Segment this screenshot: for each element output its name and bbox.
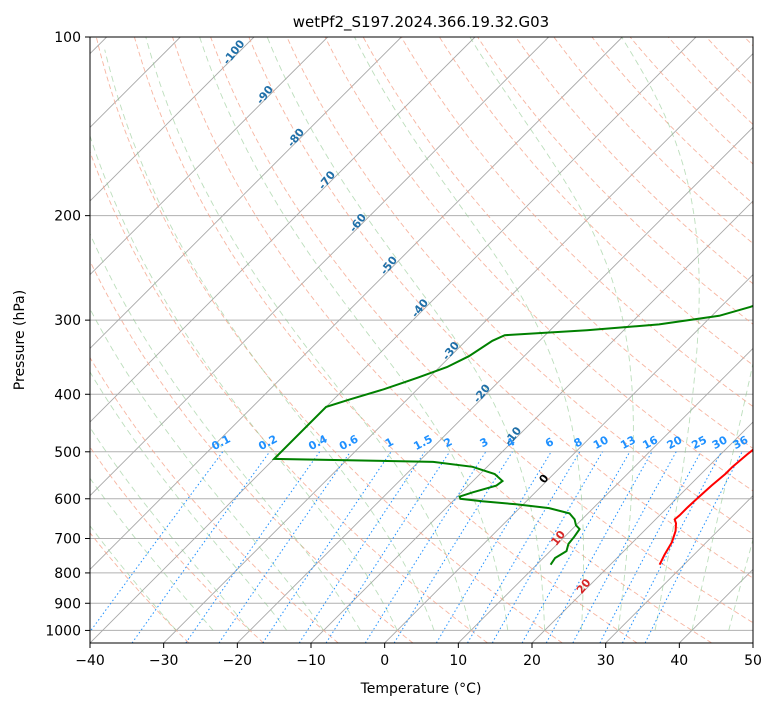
y-tick-label: 700 xyxy=(54,532,81,548)
y-tick-label: 600 xyxy=(54,492,81,508)
dry-adiabat-line xyxy=(248,37,753,579)
plot-area xyxy=(90,37,753,643)
dry-adiabat-line xyxy=(133,37,638,643)
moist-adiabat-line xyxy=(90,477,214,631)
isotherm-line xyxy=(163,53,753,643)
moist-adiabat-line xyxy=(90,308,324,631)
dry-adiabat-line xyxy=(324,37,753,492)
moist-adiabat-line xyxy=(354,37,584,631)
mixing-ratio-label: 20 xyxy=(665,433,685,452)
dry-adiabat-line xyxy=(439,37,753,366)
moist-adiabat-line xyxy=(266,37,546,631)
moist-adiabat-line xyxy=(90,134,398,631)
isotherm-line xyxy=(458,347,753,643)
dry-adiabat-line xyxy=(210,37,753,624)
isotherm-line xyxy=(90,37,697,643)
mixing-ratio-label: 25 xyxy=(689,433,709,452)
isotherm-line xyxy=(90,37,623,570)
mixing-ratio-line xyxy=(572,451,677,643)
isotherm-line xyxy=(605,495,753,643)
isotherm-line xyxy=(90,37,402,349)
moist-adiabat-line xyxy=(104,49,435,631)
moist-adiabat-line xyxy=(621,37,700,631)
x-tick-label: −30 xyxy=(149,653,179,669)
moist-adiabat-line xyxy=(691,361,753,631)
x-tick-label: −20 xyxy=(223,653,253,669)
dry-adiabat-line xyxy=(172,37,712,643)
isotherm-line xyxy=(384,274,753,643)
isotherm-line xyxy=(90,37,328,276)
mixing-ratio-line xyxy=(364,451,487,643)
mixing-ratio-line xyxy=(262,451,392,643)
mixing-ratio-line xyxy=(521,451,631,643)
mixing-ratio-line xyxy=(298,451,426,643)
x-axis-label: Temperature (°C) xyxy=(360,681,482,697)
x-tick-label: 40 xyxy=(670,653,688,669)
mixing-ratio-label: 16 xyxy=(640,433,660,452)
y-tick-label: 800 xyxy=(54,566,81,582)
x-tick-label: 30 xyxy=(597,653,615,669)
isotherm-line xyxy=(531,421,753,643)
data-lines xyxy=(271,304,753,566)
dry-adiabat-line xyxy=(362,37,753,449)
moist-adiabat-line xyxy=(199,37,509,631)
y-tick-label: 400 xyxy=(54,387,81,403)
y-tick-label: 500 xyxy=(54,445,81,461)
isotherm-line xyxy=(90,37,476,423)
isotherm-line xyxy=(752,642,753,643)
mixing-ratio-line xyxy=(545,451,653,643)
mixing-ratio-line xyxy=(435,451,552,643)
y-tick-label: 1000 xyxy=(45,623,81,639)
dry-adiabat-line xyxy=(90,150,488,643)
isotherm-line xyxy=(90,37,255,202)
dry-adiabat-line xyxy=(95,37,563,643)
mixing-ratio-label: 13 xyxy=(618,433,638,452)
dewpoint-profile-line xyxy=(271,304,753,566)
dry-adiabat-line xyxy=(90,446,264,643)
x-tick-label: 50 xyxy=(744,653,762,669)
moist-adiabat-line xyxy=(469,37,634,631)
mixing-ratio-label: 36 xyxy=(731,433,751,452)
moist-adiabat-line xyxy=(145,37,472,631)
y-tick-label: 300 xyxy=(54,313,81,329)
mixing-ratio-label: 10 xyxy=(591,433,611,452)
dry-adiabat-line xyxy=(90,532,190,643)
mixing-ratio-line xyxy=(90,451,224,633)
moist-adiabat-line xyxy=(728,537,753,631)
isotherm-line xyxy=(237,126,753,643)
mixing-ratio-line xyxy=(185,451,321,643)
x-tick-label: −10 xyxy=(296,653,326,669)
mixing-ratio-line xyxy=(599,451,702,643)
moist-adiabat-line xyxy=(90,232,361,631)
dry-adiabat-line xyxy=(400,37,753,408)
x-tick-label: 10 xyxy=(449,653,467,669)
x-tick-label: 0 xyxy=(380,653,389,669)
plot-frame xyxy=(89,36,754,644)
x-tick-label: 20 xyxy=(523,653,541,669)
chart-title: wetPf2_S197.2024.366.19.32.G03 xyxy=(293,13,549,32)
y-tick-label: 100 xyxy=(54,30,81,46)
mixing-ratio-line xyxy=(218,451,351,643)
dry-adiabat-line xyxy=(515,37,753,285)
dry-adiabat-line xyxy=(286,37,753,535)
mixing-ratio-line xyxy=(325,451,451,643)
mixing-ratio-line xyxy=(644,451,743,643)
temperature-profile-line xyxy=(658,448,753,566)
y-axis-label: Pressure (hPa) xyxy=(12,290,28,390)
moist-adiabat-line xyxy=(90,371,288,631)
y-tick-label: 200 xyxy=(54,209,81,225)
mixing-ratio-label: 30 xyxy=(710,433,730,452)
background-lines xyxy=(90,37,753,643)
y-tick-label: 900 xyxy=(54,596,81,612)
dry-adiabat-line xyxy=(90,356,339,643)
dry-adiabat-line xyxy=(90,260,414,643)
mixing-ratio-line xyxy=(131,451,271,643)
isotherm-line xyxy=(90,37,549,497)
x-tick-label: −40 xyxy=(75,653,105,669)
